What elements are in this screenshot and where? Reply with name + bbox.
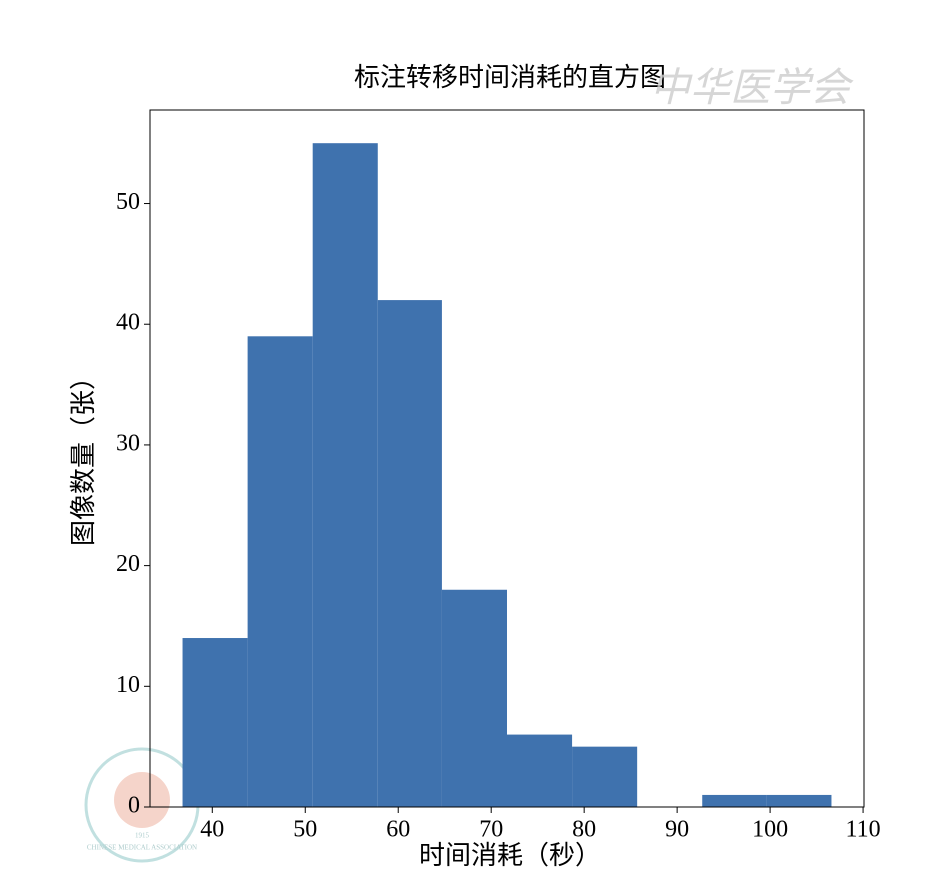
- bar: [312, 143, 378, 807]
- chart-title: 标注转移时间消耗的直方图: [354, 63, 666, 92]
- x-tick-label: 90: [665, 817, 689, 843]
- x-tick-label: 70: [479, 817, 503, 843]
- y-tick-label: 0: [128, 793, 140, 819]
- x-axis-label: 时间消耗（秒）: [419, 841, 601, 870]
- bar: [766, 794, 832, 807]
- x-tick-label: 50: [293, 817, 317, 843]
- watermark-logo: CHINESE MEDICAL ASSOCIATION 1915: [84, 747, 200, 863]
- y-tick-label: 10: [116, 672, 140, 698]
- bar: [377, 300, 442, 807]
- x-tick-label: 40: [200, 817, 224, 843]
- bar: [182, 638, 248, 807]
- bar: [572, 746, 638, 807]
- y-tick-label: 40: [116, 310, 140, 336]
- bar: [247, 336, 313, 807]
- watermark-text: 中华医学会: [650, 65, 854, 110]
- x-tick-label: 110: [846, 817, 881, 843]
- bar: [441, 589, 507, 807]
- logo-year: 1915: [135, 832, 150, 840]
- y-tick-label: 20: [116, 551, 140, 577]
- x-tick-label: 80: [572, 817, 596, 843]
- y-axis-label: 图像数量（张）: [69, 364, 98, 546]
- logo-text: CHINESE MEDICAL ASSOCIATION: [87, 844, 197, 852]
- x-tick-label: 60: [386, 817, 410, 843]
- y-tick-label: 50: [116, 189, 140, 215]
- plot-frame: [149, 109, 865, 808]
- bar: [507, 734, 573, 807]
- x-tick-label: 100: [752, 817, 788, 843]
- logo-map: [114, 772, 170, 828]
- bar: [702, 794, 767, 807]
- y-tick-label: 30: [116, 430, 140, 456]
